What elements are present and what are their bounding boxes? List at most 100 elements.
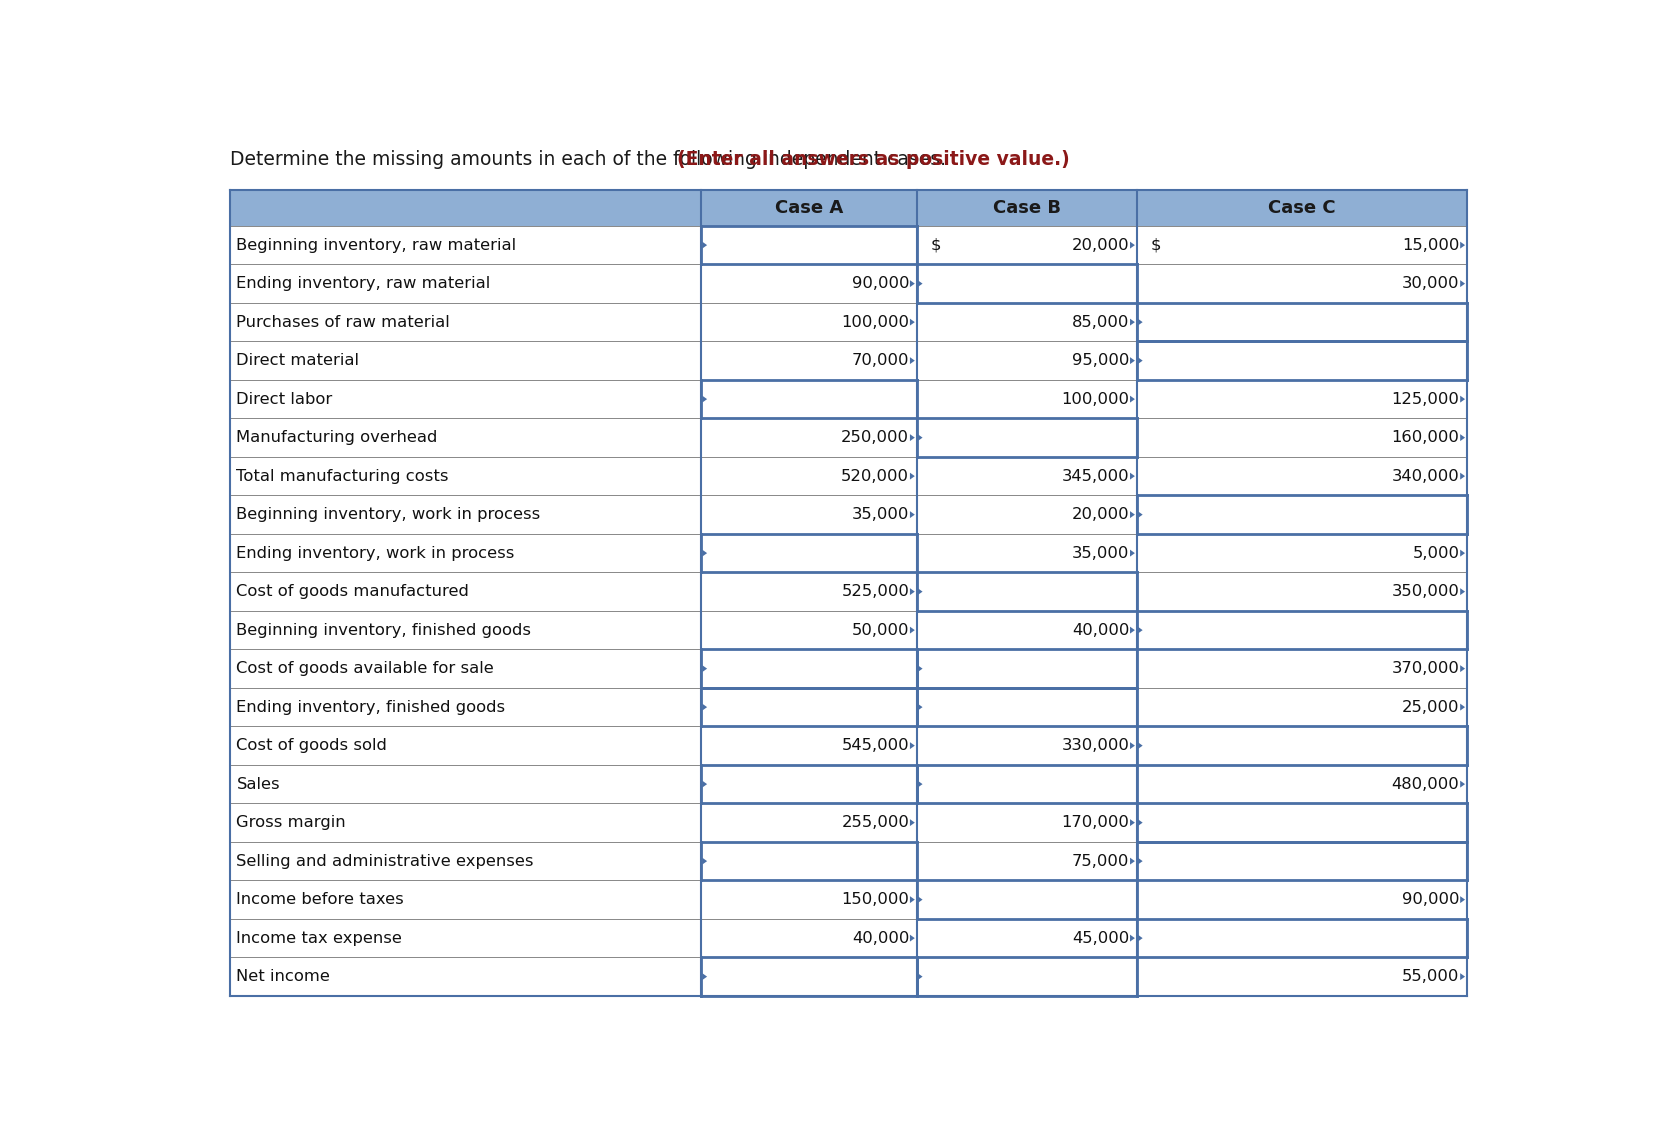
Polygon shape <box>1137 819 1142 826</box>
Polygon shape <box>702 858 707 865</box>
Polygon shape <box>1137 511 1142 518</box>
Text: Purchases of raw material: Purchases of raw material <box>237 314 450 330</box>
Text: 25,000: 25,000 <box>1402 700 1458 715</box>
Polygon shape <box>917 666 922 673</box>
Polygon shape <box>1129 550 1134 556</box>
Text: 520,000: 520,000 <box>841 469 909 484</box>
Text: 125,000: 125,000 <box>1390 391 1458 406</box>
Polygon shape <box>702 703 707 710</box>
Text: Ending inventory, raw material: Ending inventory, raw material <box>237 277 490 291</box>
Bar <box>230 190 1466 225</box>
Polygon shape <box>917 896 922 904</box>
Polygon shape <box>917 280 922 287</box>
Polygon shape <box>909 819 914 826</box>
Text: 345,000: 345,000 <box>1061 469 1129 484</box>
Text: 40,000: 40,000 <box>1071 622 1129 637</box>
Text: 545,000: 545,000 <box>841 739 909 753</box>
Text: 70,000: 70,000 <box>851 353 909 368</box>
Polygon shape <box>909 280 914 287</box>
Polygon shape <box>917 435 922 442</box>
Text: Beginning inventory, raw material: Beginning inventory, raw material <box>237 238 516 253</box>
Polygon shape <box>702 396 707 403</box>
Polygon shape <box>1129 819 1134 826</box>
Text: Cost of goods sold: Cost of goods sold <box>237 739 387 753</box>
Polygon shape <box>909 511 914 518</box>
Polygon shape <box>1137 357 1142 364</box>
Text: 170,000: 170,000 <box>1061 815 1129 830</box>
Text: Case A: Case A <box>775 199 842 217</box>
Polygon shape <box>1460 781 1465 787</box>
Polygon shape <box>909 319 914 325</box>
Polygon shape <box>1129 511 1134 518</box>
Text: 20,000: 20,000 <box>1071 508 1129 522</box>
Text: 5,000: 5,000 <box>1412 545 1458 561</box>
Polygon shape <box>909 627 914 634</box>
Polygon shape <box>702 550 707 556</box>
Polygon shape <box>1460 703 1465 710</box>
Text: Case B: Case B <box>993 199 1061 217</box>
Polygon shape <box>909 357 914 364</box>
Text: Total manufacturing costs: Total manufacturing costs <box>237 469 449 484</box>
Polygon shape <box>909 896 914 904</box>
Polygon shape <box>1460 241 1465 248</box>
Text: 150,000: 150,000 <box>841 892 909 907</box>
Text: 100,000: 100,000 <box>841 314 909 330</box>
Text: Cost of goods manufactured: Cost of goods manufactured <box>237 584 468 599</box>
Text: 370,000: 370,000 <box>1390 661 1458 676</box>
Polygon shape <box>917 703 922 710</box>
Text: Selling and administrative expenses: Selling and administrative expenses <box>237 854 533 868</box>
Text: 40,000: 40,000 <box>851 931 909 946</box>
Text: 250,000: 250,000 <box>841 430 909 445</box>
Polygon shape <box>909 934 914 941</box>
Polygon shape <box>909 435 914 442</box>
Polygon shape <box>1460 396 1465 403</box>
Polygon shape <box>1129 742 1134 749</box>
Polygon shape <box>909 588 914 595</box>
Text: 75,000: 75,000 <box>1071 854 1129 868</box>
Text: 90,000: 90,000 <box>1402 892 1458 907</box>
Text: 525,000: 525,000 <box>841 584 909 599</box>
Text: 35,000: 35,000 <box>1071 545 1129 561</box>
Text: 55,000: 55,000 <box>1402 970 1458 984</box>
Text: Manufacturing overhead: Manufacturing overhead <box>237 430 437 445</box>
Polygon shape <box>1137 627 1142 634</box>
Text: Net income: Net income <box>237 970 329 984</box>
Text: $: $ <box>1150 238 1160 253</box>
Polygon shape <box>1460 588 1465 595</box>
Text: Income tax expense: Income tax expense <box>237 931 402 946</box>
Polygon shape <box>702 241 707 248</box>
Polygon shape <box>1129 934 1134 941</box>
Polygon shape <box>1129 858 1134 865</box>
Text: 340,000: 340,000 <box>1390 469 1458 484</box>
Text: 100,000: 100,000 <box>1061 391 1129 406</box>
Polygon shape <box>1129 357 1134 364</box>
Text: 95,000: 95,000 <box>1071 353 1129 368</box>
Text: Direct material: Direct material <box>237 353 359 368</box>
Polygon shape <box>909 472 914 479</box>
Text: 160,000: 160,000 <box>1390 430 1458 445</box>
Polygon shape <box>909 742 914 749</box>
Text: Determine the missing amounts in each of the following independent cases.: Determine the missing amounts in each of… <box>230 150 945 170</box>
Text: Direct labor: Direct labor <box>237 391 333 406</box>
Polygon shape <box>1460 280 1465 287</box>
Text: Income before taxes: Income before taxes <box>237 892 404 907</box>
Polygon shape <box>1129 319 1134 325</box>
Polygon shape <box>702 781 707 787</box>
Text: $: $ <box>930 238 940 253</box>
Text: Sales: Sales <box>237 776 280 792</box>
Polygon shape <box>1460 666 1465 673</box>
Text: 330,000: 330,000 <box>1061 739 1129 753</box>
Text: Ending inventory, work in process: Ending inventory, work in process <box>237 545 515 561</box>
Text: Gross margin: Gross margin <box>237 815 346 830</box>
Polygon shape <box>1460 896 1465 904</box>
Polygon shape <box>917 781 922 787</box>
Polygon shape <box>1129 627 1134 634</box>
Polygon shape <box>1137 858 1142 865</box>
Text: 35,000: 35,000 <box>851 508 909 522</box>
Polygon shape <box>1460 973 1465 980</box>
Polygon shape <box>917 588 922 595</box>
Text: 480,000: 480,000 <box>1390 776 1458 792</box>
Text: 20,000: 20,000 <box>1071 238 1129 253</box>
Text: 45,000: 45,000 <box>1071 931 1129 946</box>
Text: 350,000: 350,000 <box>1390 584 1458 599</box>
